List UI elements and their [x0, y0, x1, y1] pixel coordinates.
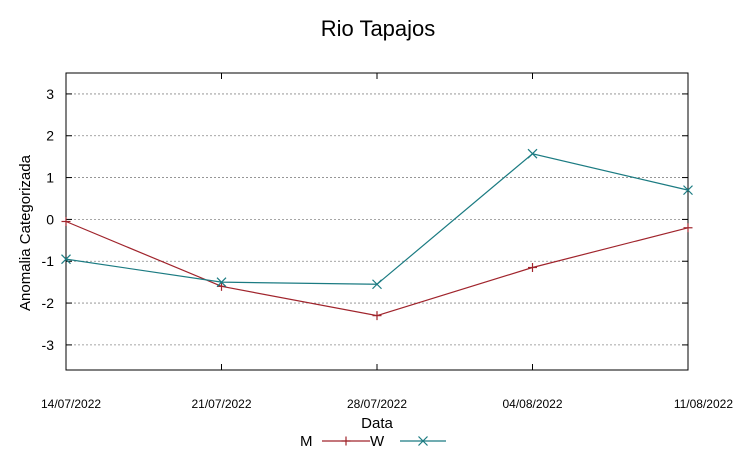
x-axis-label: Data	[361, 415, 393, 432]
y-tick-label: 1	[46, 170, 54, 186]
data-point-m	[528, 263, 537, 273]
y-tick-label: -2	[42, 295, 55, 311]
x-axis: 14/07/2022 21/07/2022 28/07/2022 04/08/2022…	[41, 73, 733, 411]
legend-label-w: W	[370, 433, 385, 450]
series-line-w	[65, 153, 689, 285]
data-point-w	[683, 185, 693, 196]
y-tick-label: 2	[46, 128, 54, 144]
x-tick-label: 14/07/2022	[41, 397, 101, 411]
x-tick-label: 21/07/2022	[191, 397, 251, 411]
chart-title: Rio Tapajos	[321, 16, 436, 41]
x-tick-label: 28/07/2022	[347, 397, 407, 411]
data-point-w	[61, 254, 71, 265]
data-point-m	[372, 311, 382, 321]
x-tick-label: 04/08/2022	[502, 397, 562, 411]
y-tick-label: -1	[42, 253, 55, 269]
y-tick-label: -3	[42, 337, 55, 353]
x-tick-label: 11/08/2022	[674, 397, 733, 411]
data-point-m	[217, 281, 226, 291]
plot-area	[65, 72, 689, 371]
data-point-w	[216, 277, 227, 288]
y-tick-label: 3	[46, 86, 54, 102]
series-layer	[61, 148, 693, 321]
y-tick-label: 0	[46, 211, 54, 227]
series-line-m	[65, 220, 689, 317]
legend: M W	[300, 433, 446, 450]
data-point-w	[372, 279, 382, 290]
data-point-m	[61, 217, 71, 226]
y-axis-label: Anomalia Categorizada	[17, 154, 34, 311]
data-point-w	[527, 148, 538, 159]
legend-label-m: M	[300, 433, 313, 450]
legend-marker-w	[418, 436, 428, 446]
data-point-m	[683, 223, 693, 233]
legend-marker-m	[341, 436, 351, 446]
y-axis: 3 2 1 0 -1 -2 -3	[42, 86, 688, 353]
grid-lines	[66, 93, 688, 346]
